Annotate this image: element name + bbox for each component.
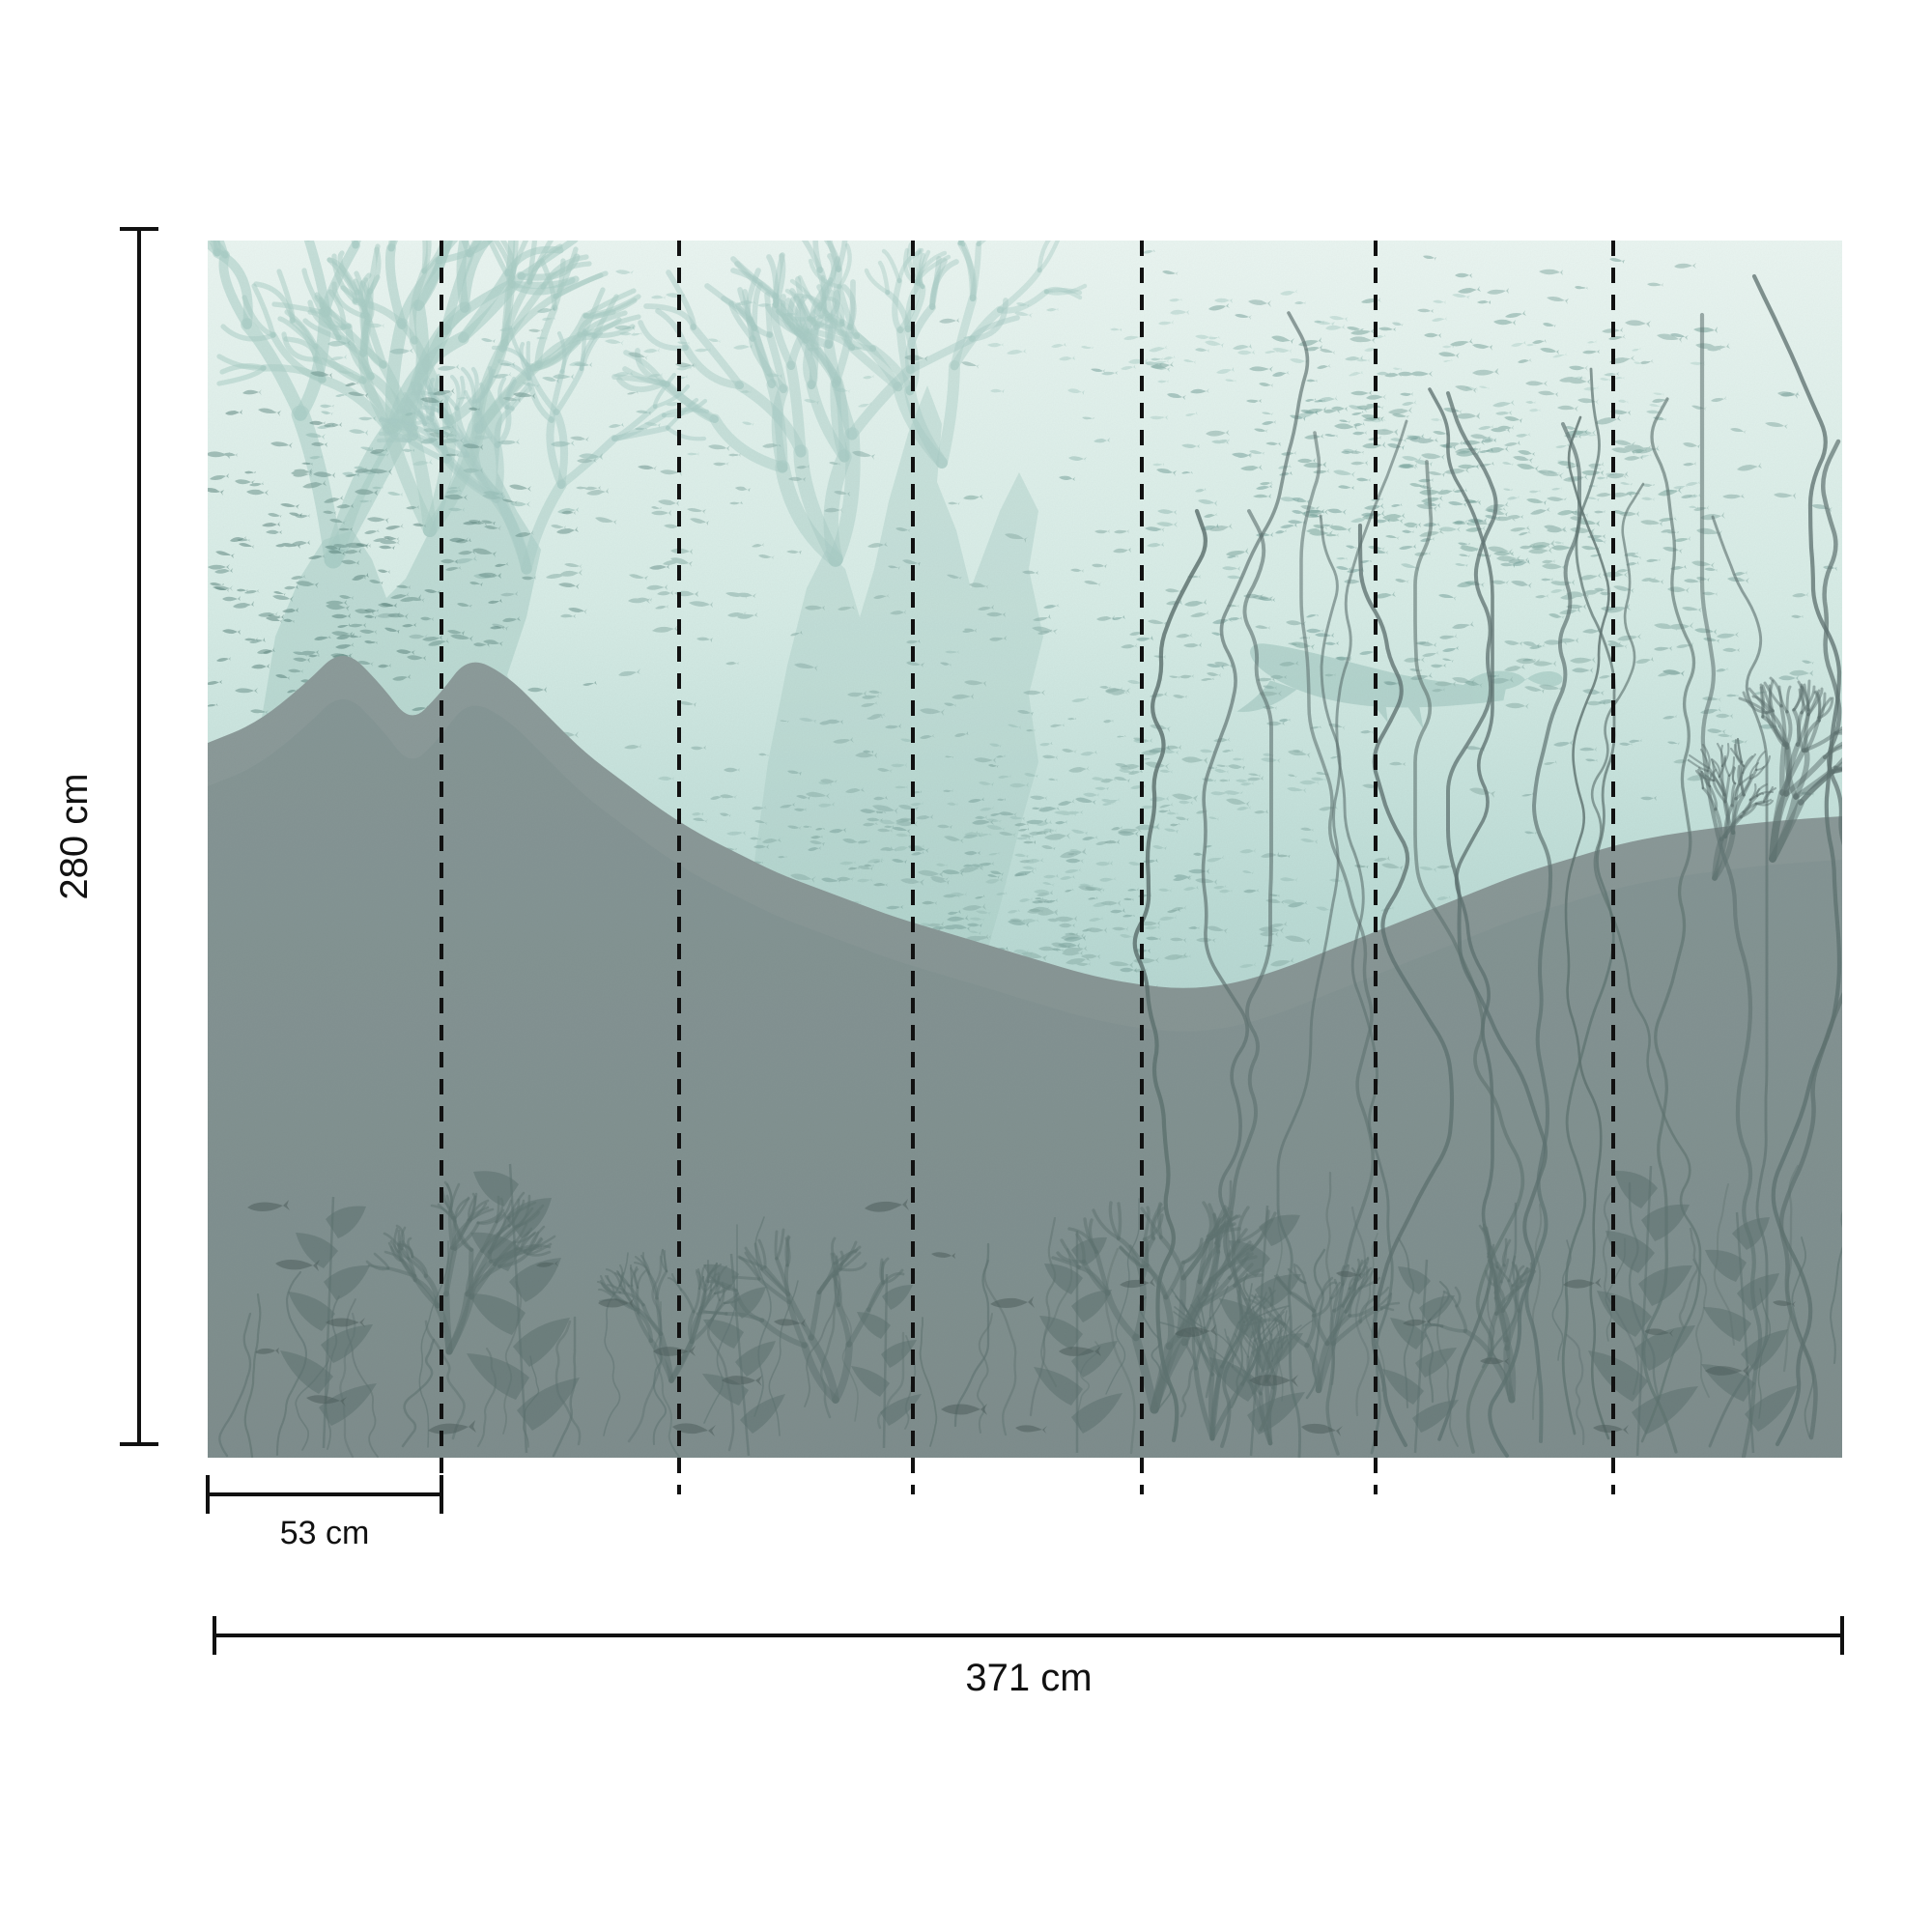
svg-text:53 cm: 53 cm bbox=[280, 1515, 370, 1551]
svg-text:280 cm: 280 cm bbox=[53, 773, 96, 899]
svg-text:371 cm: 371 cm bbox=[965, 1657, 1092, 1699]
